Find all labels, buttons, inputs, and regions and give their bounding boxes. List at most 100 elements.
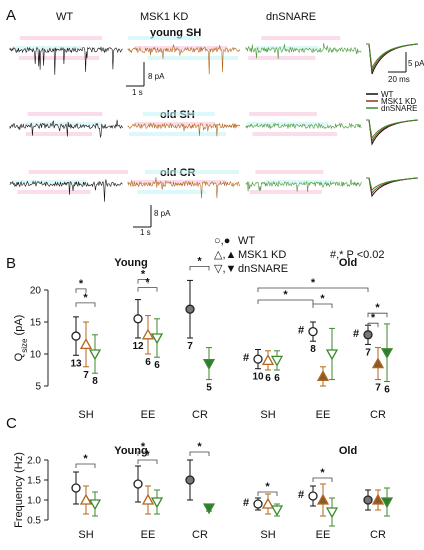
significance-bracket — [367, 312, 388, 318]
chart-title: Old — [339, 445, 357, 457]
trace-band — [249, 112, 317, 116]
trace-band — [256, 46, 320, 50]
wt-marker — [133, 314, 143, 324]
y-axis-label-sub: size — [20, 338, 29, 353]
avg-mepsc-trace — [366, 177, 419, 192]
significance-bracket — [189, 266, 210, 271]
significance-star: * — [145, 449, 150, 461]
x-category-label: EE — [316, 409, 331, 421]
trace-band — [142, 112, 215, 116]
y-tick-label: 15 — [30, 318, 42, 329]
y-tick-label: 5 — [35, 382, 41, 393]
mepsc-trace — [127, 44, 241, 75]
trace-band — [25, 132, 93, 136]
kd-marker — [141, 493, 155, 505]
wt-marker — [133, 479, 143, 489]
scalebar-2: 8 pA 1 s — [133, 205, 171, 237]
kd-marker — [261, 497, 275, 509]
trace-band — [131, 180, 227, 184]
wt-marker — [185, 475, 195, 485]
trace-band — [252, 132, 338, 136]
significance-star: * — [197, 441, 202, 453]
avg-legend-wt: WT — [381, 90, 394, 99]
dn-marker — [325, 349, 339, 361]
avg-mepsc-trace — [366, 43, 419, 70]
significance-bracket — [257, 299, 314, 304]
y-tick-label: 0.5 — [27, 516, 41, 527]
panel-label-b: B — [6, 255, 16, 272]
panel-label-c: C — [6, 415, 17, 432]
kd-marker — [79, 338, 93, 350]
col-header-kd: MSK1 KD — [140, 11, 188, 23]
scalebar-1-amp: 8 pA — [148, 72, 165, 81]
kd-marker — [141, 328, 155, 340]
kd-marker — [316, 493, 330, 505]
dn-marker — [150, 497, 164, 509]
significance-star: * — [83, 292, 88, 304]
avg-scale-time: 20 ms — [388, 75, 410, 84]
n-label: 7 — [375, 383, 381, 394]
chart-title: Old — [339, 257, 357, 269]
dn-marker — [270, 355, 284, 367]
avg-legend: WT MSK1 KD dnSNARE — [366, 90, 417, 113]
n-label: 7 — [365, 347, 371, 358]
n-label: 5 — [206, 383, 212, 394]
mepsc-trace — [9, 46, 123, 75]
avg-legend-dn: dnSNARE — [381, 104, 417, 113]
wt-marker — [308, 491, 318, 501]
trace-band — [249, 190, 322, 194]
trace-band — [12, 46, 83, 50]
x-category-label: EE — [141, 409, 156, 421]
significance-bracket — [312, 477, 333, 482]
trace-band — [261, 36, 341, 40]
x-category-label: SH — [260, 409, 275, 421]
significance-star: * — [141, 441, 146, 453]
significance-bracket — [257, 287, 369, 292]
significance-bracket — [312, 303, 333, 308]
wt-marker — [185, 304, 195, 314]
trace-band — [145, 170, 240, 174]
x-category-label: CR — [192, 409, 208, 421]
kd-marker — [316, 370, 330, 382]
n-label: 6 — [265, 373, 271, 384]
significance-star: * — [83, 453, 88, 465]
dn-marker — [380, 497, 394, 509]
wt-marker — [253, 499, 263, 509]
trace-band — [147, 56, 239, 60]
significance-bracket — [367, 322, 379, 328]
n-label: 6 — [145, 357, 151, 368]
kd-marker — [371, 493, 385, 505]
avg-mepsc-trace — [366, 177, 419, 195]
significance-bracket — [137, 287, 158, 292]
legend-kd-symbol: △,▲ — [214, 249, 236, 261]
trace-band — [255, 170, 324, 174]
dn-marker — [325, 507, 339, 519]
trace-band — [17, 190, 91, 194]
scalebar-2-time: 1 s — [140, 228, 151, 237]
significance-star: * — [197, 255, 202, 267]
trace-band — [129, 132, 227, 136]
n-label: 8 — [310, 344, 316, 355]
legend-pvalue: #,* P <0.02 — [330, 249, 385, 261]
significance-star: * — [79, 278, 84, 290]
kd-marker — [79, 493, 93, 505]
trace-band — [24, 122, 102, 126]
trace-band — [134, 46, 228, 50]
avg-mepsc-trace — [366, 119, 419, 140]
significance-bracket — [75, 302, 96, 307]
legend-dn-symbol: ▽,▼ — [214, 263, 236, 275]
mepsc-trace — [127, 122, 241, 137]
mepsc-trace — [245, 179, 362, 192]
significance-star: * — [375, 302, 380, 314]
hash-marker: # — [243, 497, 249, 509]
significance-star: * — [311, 277, 316, 289]
avg-legend-kd: MSK1 KD — [381, 97, 416, 106]
trace-band — [137, 190, 206, 194]
x-category-label: EE — [141, 529, 156, 541]
trace-band — [27, 112, 103, 116]
significance-star: * — [265, 481, 270, 493]
chart-title: Young — [114, 445, 147, 457]
significance-bracket — [137, 459, 158, 464]
trace-band — [265, 180, 334, 184]
